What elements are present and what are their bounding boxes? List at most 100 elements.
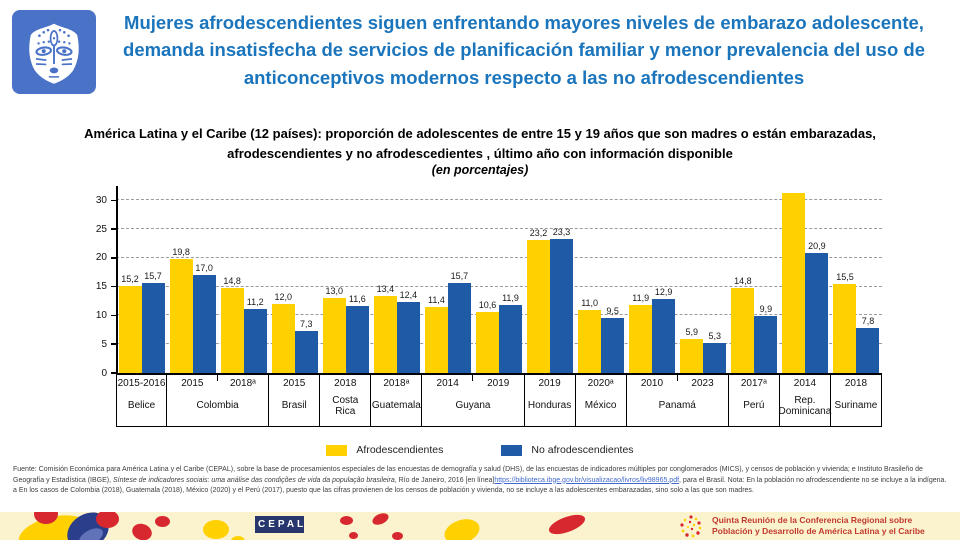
decorative-blob <box>546 512 588 539</box>
bar-value-label: 12,9 <box>654 286 673 297</box>
x-axis-country-label: Rep. Dominicana <box>778 395 832 417</box>
bar-no-afrodescendientes <box>856 328 880 373</box>
conference-title: Quinta Reunión de la Conferencia Regiona… <box>712 515 925 537</box>
bar-value-label: 11,4 <box>427 295 445 306</box>
year-entry: 20,9 <box>780 186 831 373</box>
bar-afrodescendientes <box>578 309 602 373</box>
year-entry: 14,8 9,9 <box>729 186 780 373</box>
bar-value-label: 15,2 <box>121 273 139 284</box>
x-axis-country-label: Panamá <box>658 400 696 412</box>
bar-value-label: 14,8 <box>734 275 752 286</box>
legend-label: Afrodescendientes <box>356 444 444 456</box>
bar-value-label: 15,7 <box>144 270 162 281</box>
y-axis-tick-mark <box>111 372 116 374</box>
x-axis-country-label: Guatemala <box>371 400 421 412</box>
chart-title: América Latina y el Caribe (12 países): … <box>84 126 876 162</box>
bar-value-label: 10,6 <box>478 300 497 311</box>
bar-value-label: 5,9 <box>685 327 699 338</box>
bar-afrodescendientes <box>118 285 142 373</box>
x-axis-year-label: 2010 <box>640 378 664 389</box>
bar-afrodescendientes <box>833 283 857 373</box>
conference-swirl-icon <box>680 515 702 538</box>
decorative-blob <box>392 532 403 540</box>
country-group: 12,0 7,3 2015 Brasil <box>269 186 321 427</box>
bar-value-label: 23,2 <box>529 227 548 238</box>
footnote-link[interactable]: https://biblioteca.ibge.gov.br/visualiza… <box>494 476 680 484</box>
country-group: 15,5 7,8 2018 Suriname <box>830 186 882 427</box>
year-entry: 10,6 11,9 <box>473 186 524 373</box>
y-axis-tick-label: 10 <box>95 309 107 321</box>
x-axis-year-label: 2019 <box>538 378 561 389</box>
bar-value-label: 11,0 <box>581 297 599 308</box>
bar-value-label: 13,0 <box>325 286 344 297</box>
conference-title-line2: Población y Desarrollo de América Latina… <box>712 526 925 537</box>
country-group: 23,2 23,3 2019 Honduras <box>524 186 576 427</box>
x-axis-label-box: 2014 Rep. Dominicana <box>778 373 832 427</box>
footnote-text: , Río de Janeiro, 2016 [en línea] <box>394 476 495 484</box>
legend-swatch-no-afrodescendientes-icon <box>501 444 523 456</box>
bar-value-label: 15,7 <box>450 270 469 281</box>
legend-item-afrodescendientes: Afrodescendientes <box>326 444 443 456</box>
year-entry: 13,4 12,4 <box>371 186 422 373</box>
x-axis-year-label: 2017ᵃ <box>740 378 767 389</box>
bar-afrodescendientes <box>731 287 755 373</box>
bar-no-afrodescendientes <box>447 282 471 373</box>
year-entry: 11,9 12,9 <box>627 186 678 373</box>
year-entry: 13,0 11,6 <box>320 186 371 373</box>
country-group: 13,0 11,6 2018 Costa Rica <box>320 186 372 427</box>
y-axis-tick-label: 5 <box>101 338 107 350</box>
bar-value-label: 15,5 <box>836 271 854 282</box>
x-axis-label-box: 2014 2019 Guyana <box>422 373 525 427</box>
x-axis-label-box: 2015 2018ᵃ Colombia <box>167 373 270 427</box>
x-axis-label-box: 2018ᵃ Guatemala <box>371 373 423 427</box>
x-axis-label-box: 2015 Brasil <box>269 373 321 427</box>
x-axis-country-label: México <box>584 400 617 412</box>
bar-afrodescendientes <box>220 287 244 373</box>
x-axis-year-label: 2019 <box>472 374 524 389</box>
african-mask-icon <box>12 10 96 94</box>
country-group: 11,0 9,5 2020ᵃ México <box>575 186 627 427</box>
bar-value-label: 11,9 <box>502 292 519 303</box>
bar-value-label: 17,0 <box>195 263 213 274</box>
bar-value-label: 13,4 <box>376 283 395 294</box>
decorative-blob <box>349 532 358 539</box>
x-axis-year-label: 2018ᵃ <box>217 374 269 389</box>
x-axis-year-label: 2023 <box>676 374 728 389</box>
year-entry: 5,9 5,3 <box>678 186 729 373</box>
year-entry: 15,2 15,7 <box>116 186 167 373</box>
decorative-blob <box>96 512 119 528</box>
bar-value-label: 19,8 <box>172 247 190 258</box>
bar-value-label: 23,3 <box>552 226 571 237</box>
bar-afrodescendientes <box>476 312 499 373</box>
decorative-blob <box>441 515 483 540</box>
y-axis-tick-label: 15 <box>95 281 107 293</box>
chart-subtitle: (en porcentajes) <box>431 163 529 177</box>
country-group: 15,2 15,7 2015-2016 Belice <box>116 186 168 427</box>
bar-afrodescendientes <box>322 298 346 373</box>
x-axis-year-label: 2014 <box>793 378 817 389</box>
bar-groups: 15,2 15,7 2015-2016 Belice 19,8 17,0 14,8 11,2 2… <box>116 186 882 427</box>
conference-title-line1: Quinta Reunión de la Conferencia Regiona… <box>712 515 913 525</box>
x-axis-country-label: Honduras <box>527 400 572 412</box>
x-axis-label-box: 2010 2023 Panamá <box>626 373 729 427</box>
x-axis-label-box: 2017ᵃ Perú <box>728 373 780 427</box>
bar-no-afrodescendientes <box>499 304 522 373</box>
footnote-italic-title: Síntese de indicadores sociais: uma anál… <box>112 476 395 484</box>
x-axis-label-box: 2018 Suriname <box>830 373 882 427</box>
bar-value-label: 5,3 <box>708 330 722 341</box>
x-axis-country-label: Belice <box>127 400 156 412</box>
footnote-text: Fuente: Comisión Económica para América … <box>13 466 923 484</box>
footer-band: CEPAL Quinta Reunión de la Conferencia R… <box>0 512 960 540</box>
bar-no-afrodescendientes <box>141 282 165 373</box>
country-group: 19,8 17,0 14,8 11,2 2015 2018ᵃ Colombia <box>167 186 270 427</box>
x-axis-country-label: Perú <box>743 400 765 412</box>
legend-swatch-afrodescendientes-icon <box>326 444 348 456</box>
decorative-blob <box>155 516 170 527</box>
bar-value-label: 11,6 <box>348 294 366 305</box>
bar-value-label: 20,9 <box>808 240 826 251</box>
x-axis-country-label: Guyana <box>455 400 491 412</box>
bar-afrodescendientes <box>169 259 193 373</box>
x-axis-year-label: 2018ᵃ <box>383 378 410 389</box>
y-axis-tick-mark <box>111 257 116 259</box>
